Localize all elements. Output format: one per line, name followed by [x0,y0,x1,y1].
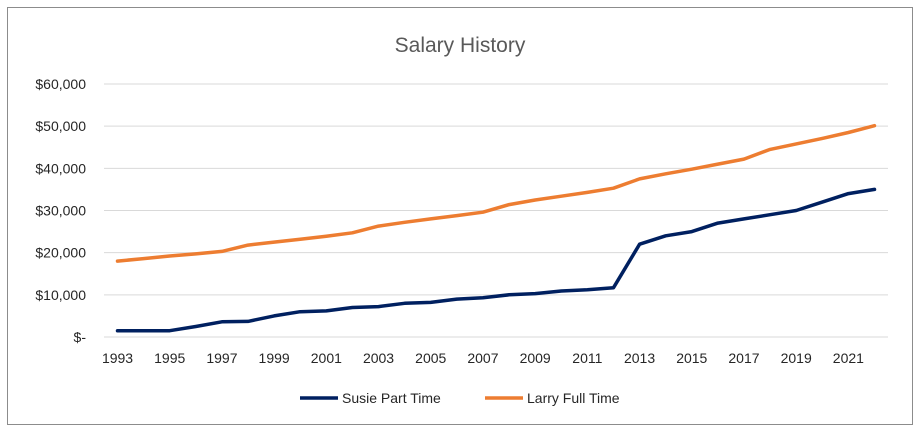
y-axis-labels: $- $10,000 $20,000 $30,000 $40,000 $50,000 $60… [35,76,86,345]
y-tick-label: $30,000 [35,203,86,219]
x-tick-label: 2001 [311,350,342,366]
y-tick-label: $20,000 [35,245,86,261]
x-tick-label: 2015 [676,350,707,366]
legend: Susie Part Time Larry Full Time [300,390,620,406]
x-tick-label: 1995 [154,350,185,366]
y-tick-label: $50,000 [35,118,86,134]
legend-label-0: Susie Part Time [342,390,441,406]
x-tick-label: 2019 [781,350,812,366]
y-tick-label: $60,000 [35,76,86,92]
x-tick-label: 1993 [102,350,133,366]
x-tick-label: 2007 [467,350,498,366]
x-tick-label: 1997 [206,350,237,366]
series-line-1 [115,123,877,263]
x-axis-labels: 1993 1995 1997 1999 2001 2003 2005 2007 2009 2011… [102,350,864,366]
y-tick-label: $40,000 [35,160,86,176]
legend-label-1: Larry Full Time [527,390,620,406]
y-tick-label: $10,000 [35,287,86,303]
x-tick-label: 2017 [728,350,759,366]
series-lines [115,123,877,333]
chart-title: Salary History [395,34,526,57]
series-line-0 [115,187,877,333]
y-tick-label: $- [74,329,87,345]
x-tick-label: 2003 [363,350,394,366]
x-tick-label: 2021 [833,350,864,366]
x-tick-label: 2013 [624,350,655,366]
x-tick-label: 2011 [572,350,602,366]
x-tick-label: 2005 [415,350,446,366]
x-tick-label: 2009 [520,350,551,366]
x-tick-label: 1999 [259,350,290,366]
gridlines [104,83,888,338]
